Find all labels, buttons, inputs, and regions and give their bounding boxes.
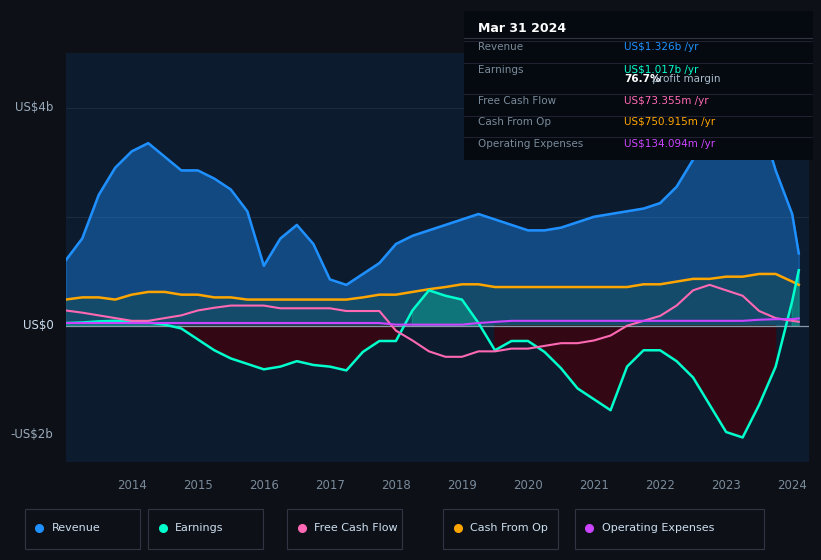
Text: -US$2b: -US$2b — [11, 428, 53, 441]
Text: Operating Expenses: Operating Expenses — [602, 523, 714, 533]
Text: 2014: 2014 — [117, 479, 147, 492]
Text: US$1.017b /yr: US$1.017b /yr — [624, 64, 699, 74]
Text: Operating Expenses: Operating Expenses — [478, 139, 583, 149]
Text: Earnings: Earnings — [478, 64, 523, 74]
Text: 2017: 2017 — [315, 479, 345, 492]
Text: Cash From Op: Cash From Op — [478, 117, 551, 127]
Text: 2019: 2019 — [447, 479, 477, 492]
Text: Revenue: Revenue — [52, 523, 100, 533]
Text: 2016: 2016 — [249, 479, 279, 492]
Text: 76.7%: 76.7% — [624, 74, 661, 84]
Text: US$4b: US$4b — [15, 101, 53, 114]
Text: US$73.355m /yr: US$73.355m /yr — [624, 96, 709, 106]
Text: 2024: 2024 — [777, 479, 807, 492]
Text: Free Cash Flow: Free Cash Flow — [314, 523, 398, 533]
Text: Cash From Op: Cash From Op — [470, 523, 548, 533]
Text: 2022: 2022 — [645, 479, 675, 492]
Text: 2015: 2015 — [183, 479, 213, 492]
Text: profit margin: profit margin — [649, 74, 720, 84]
Text: Earnings: Earnings — [175, 523, 223, 533]
Text: 2020: 2020 — [513, 479, 543, 492]
Text: US$750.915m /yr: US$750.915m /yr — [624, 117, 715, 127]
Text: Revenue: Revenue — [478, 43, 523, 53]
Text: US$134.094m /yr: US$134.094m /yr — [624, 139, 715, 149]
Text: Free Cash Flow: Free Cash Flow — [478, 96, 556, 106]
Text: 2021: 2021 — [579, 479, 609, 492]
Text: Mar 31 2024: Mar 31 2024 — [478, 22, 566, 35]
Text: US$0: US$0 — [23, 319, 53, 332]
Text: 2023: 2023 — [711, 479, 741, 492]
Text: 2018: 2018 — [381, 479, 410, 492]
Text: US$1.326b /yr: US$1.326b /yr — [624, 43, 699, 53]
